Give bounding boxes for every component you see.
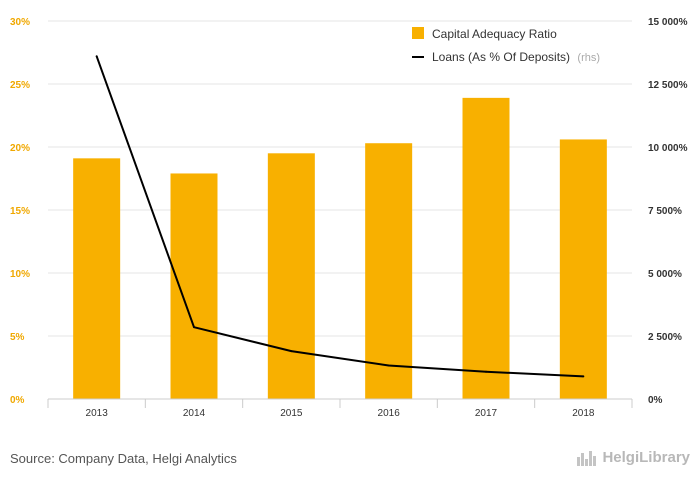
bar-2018 xyxy=(559,139,607,399)
x-tick-label-2018: 2018 xyxy=(572,408,595,419)
bar-2016 xyxy=(365,143,413,399)
left-tick-label-4: 20% xyxy=(10,143,30,154)
left-tick-label-5: 25% xyxy=(10,80,30,91)
left-tick-label-1: 5% xyxy=(10,332,25,343)
right-tick-label-1: 2 500% xyxy=(648,332,682,343)
left-tick-label-6: 30% xyxy=(10,17,30,28)
loans-point-2015 xyxy=(290,350,293,353)
left-tick-label-2: 10% xyxy=(10,269,30,280)
right-tick-label-3: 7 500% xyxy=(648,206,682,217)
loans-line xyxy=(95,55,585,378)
source-note: Source: Company Data, Helgi Analytics xyxy=(10,451,237,466)
x-tick-label-2015: 2015 xyxy=(280,408,303,419)
right-tick-label-0: 0% xyxy=(648,395,663,406)
bar-2013 xyxy=(73,158,121,399)
loans-point-2018 xyxy=(582,375,585,378)
legend-label-loans-rhs: (rhs) xyxy=(577,52,600,64)
right-tick-label-2: 5 000% xyxy=(648,269,682,280)
right-axis: 0% 2 500% 5 000% 7 500% 10 000% 12 500% 15 000… xyxy=(648,17,688,406)
loans-point-2013 xyxy=(95,55,98,58)
loans-point-2014 xyxy=(193,326,195,329)
legend-label-loans: Loans (As % Of Deposits) (rhs) xyxy=(432,50,600,64)
city-skyline-icon xyxy=(577,450,597,466)
bar-2014 xyxy=(170,173,218,399)
x-tick-label-2013: 2013 xyxy=(86,408,109,419)
helgi-library-logo: HelgiLibrary xyxy=(576,449,690,466)
x-axis: 2013 2014 2015 2016 2017 2018 xyxy=(47,398,633,419)
loans-line-path xyxy=(95,55,584,378)
bar-2015 xyxy=(267,153,315,399)
legend-swatch-capital-adequacy xyxy=(412,27,424,39)
x-tick-label-2014: 2014 xyxy=(183,408,206,419)
right-tick-label-6: 15 000% xyxy=(648,17,688,28)
left-tick-label-3: 15% xyxy=(10,206,30,217)
bars xyxy=(73,97,607,400)
legend-label-loans-name: Loans (As % Of Deposits) xyxy=(432,50,570,64)
left-axis: 0% 5% 10% 15% 20% 25% 30% xyxy=(10,17,30,406)
left-tick-label-0: 0% xyxy=(10,395,25,406)
chart: 0% 5% 10% 15% 20% 25% 30% 0% 2 500% 5 000% 7 500%… xyxy=(10,17,688,419)
bar-2017 xyxy=(462,97,510,400)
right-tick-label-4: 10 000% xyxy=(648,143,688,154)
x-tick-label-2017: 2017 xyxy=(475,408,498,419)
grid-lines xyxy=(48,20,632,337)
legend: Capital Adequacy Ratio Loans (As % Of De… xyxy=(412,27,600,64)
x-tick-label-2016: 2016 xyxy=(378,408,401,419)
legend-label-capital-adequacy: Capital Adequacy Ratio xyxy=(432,27,557,41)
loans-point-2016 xyxy=(387,364,390,367)
loans-point-2017 xyxy=(485,370,487,373)
right-tick-label-5: 12 500% xyxy=(648,80,688,91)
logo-text: HelgiLibrary xyxy=(602,449,690,466)
